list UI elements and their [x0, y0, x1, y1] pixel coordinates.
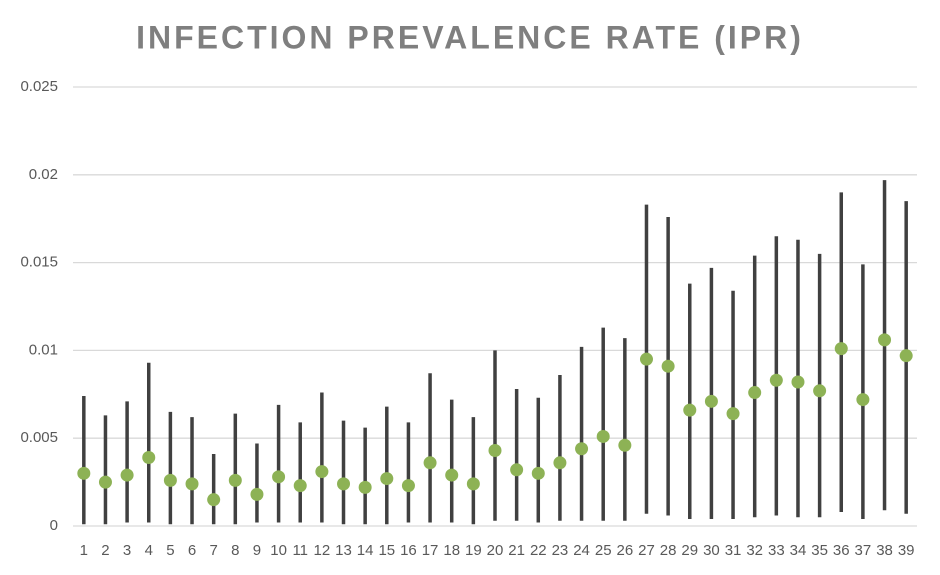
- point: [813, 384, 827, 398]
- x-tick-label: 39: [898, 542, 915, 559]
- point: [510, 463, 524, 477]
- point: [899, 349, 913, 363]
- x-tick-label: 23: [552, 542, 569, 559]
- point: [553, 456, 567, 470]
- x-tick-label: 19: [465, 542, 482, 559]
- x-tick-label: 27: [638, 542, 655, 559]
- point: [315, 465, 329, 479]
- point: [250, 487, 264, 501]
- point: [683, 403, 697, 417]
- x-tick-label: 16: [400, 542, 417, 559]
- x-tick-label: 14: [357, 542, 374, 559]
- x-tick-label: 35: [811, 542, 828, 559]
- point: [769, 373, 783, 387]
- point: [228, 473, 242, 487]
- point: [207, 493, 221, 507]
- point: [856, 393, 870, 407]
- x-tick-label: 28: [660, 542, 677, 559]
- x-tick-label: 13: [335, 542, 352, 559]
- x-tick-label: 17: [422, 542, 439, 559]
- point: [380, 472, 394, 486]
- x-tick-label: 9: [253, 542, 261, 559]
- x-tick-label: 38: [876, 542, 893, 559]
- point: [596, 429, 610, 443]
- x-tick-label: 24: [573, 542, 590, 559]
- point: [358, 480, 372, 494]
- x-tick-label: 8: [231, 542, 239, 559]
- point: [77, 466, 91, 480]
- x-tick-label: 15: [378, 542, 395, 559]
- point: [423, 456, 437, 470]
- point: [98, 475, 112, 489]
- point: [726, 407, 740, 421]
- point: [466, 477, 480, 491]
- x-tick-label: 20: [487, 542, 504, 559]
- x-tick-label: 11: [292, 542, 308, 559]
- x-tick-label: 30: [703, 542, 720, 559]
- x-tick-label: 10: [270, 542, 287, 559]
- point: [618, 438, 632, 452]
- point: [185, 477, 199, 491]
- point: [639, 352, 653, 366]
- y-tick-label: 0.025: [20, 78, 58, 95]
- point: [748, 386, 762, 400]
- x-tick-label: 2: [101, 542, 109, 559]
- point: [120, 468, 134, 482]
- x-tick-label: 18: [443, 542, 460, 559]
- x-tick-label: 6: [188, 542, 196, 559]
- y-tick-label: 0.005: [20, 429, 58, 446]
- x-tick-label: 12: [314, 542, 331, 559]
- x-tick-label: 37: [855, 542, 872, 559]
- y-tick-label: 0.01: [29, 341, 58, 358]
- y-tick-label: 0.015: [20, 254, 58, 271]
- x-tick-label: 26: [617, 542, 634, 559]
- point: [142, 451, 156, 465]
- x-tick-label: 4: [145, 542, 153, 559]
- point: [661, 359, 675, 373]
- point: [272, 470, 286, 484]
- x-tick-label: 5: [166, 542, 174, 559]
- point: [337, 477, 351, 491]
- x-tick-label: 36: [833, 542, 850, 559]
- x-tick-label: 22: [530, 542, 547, 559]
- x-tick-label: 33: [768, 542, 785, 559]
- point: [704, 394, 718, 408]
- point: [791, 375, 805, 389]
- x-tick-label: 3: [123, 542, 131, 559]
- chart-title: INFECTION PREVALENCE RATE (IPR): [136, 19, 804, 55]
- x-tick-label: 31: [725, 542, 742, 559]
- x-tick-label: 7: [209, 542, 217, 559]
- point: [401, 479, 415, 493]
- x-tick-label: 1: [80, 542, 88, 559]
- point: [293, 479, 307, 493]
- point: [878, 333, 892, 347]
- x-tick-label: 32: [746, 542, 763, 559]
- point: [445, 468, 459, 482]
- x-tick-label: 29: [681, 542, 698, 559]
- y-tick-label: 0: [50, 517, 58, 534]
- point: [488, 443, 502, 457]
- x-tick-label: 34: [790, 542, 807, 559]
- point: [575, 442, 589, 456]
- x-tick-label: 25: [595, 542, 612, 559]
- y-tick-label: 0.02: [29, 166, 58, 183]
- x-tick-label: 21: [508, 542, 525, 559]
- point: [531, 466, 545, 480]
- point: [834, 342, 848, 356]
- point: [163, 473, 177, 487]
